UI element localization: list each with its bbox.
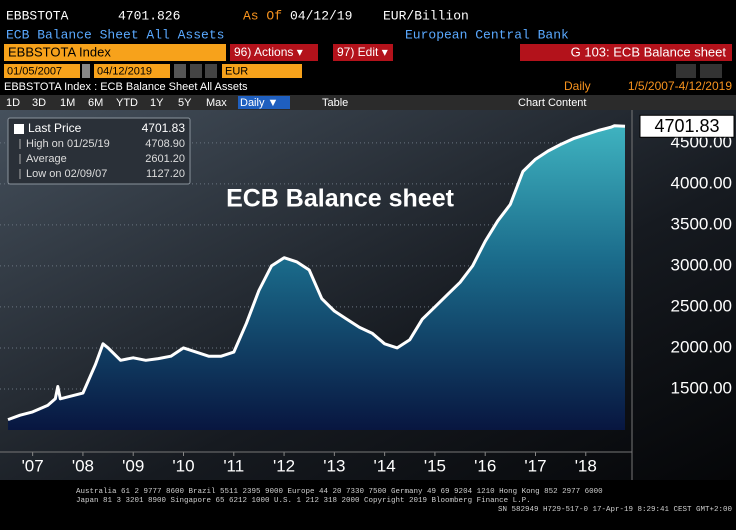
footer-line: Japan 81 3 3201 8900 Singapore 65 6212 1… [76,497,531,505]
line [7,124,626,422]
source: European Central Bank [405,27,569,42]
as-of-label: As Of [243,8,282,23]
tab[interactable]: 3D [32,97,46,109]
security[interactable]: EBBSTOTA Index [8,44,111,59]
tab[interactable]: Daily ▼ [240,97,278,109]
prev-button[interactable] [190,64,202,78]
stat-label: Average [26,153,67,165]
x-tick-label: '09 [122,456,144,475]
y-tick-label: 3500.00 [671,214,732,233]
as-of-date: 04/12/19 [290,8,352,23]
stat-label: Low on 02/09/07 [26,168,107,180]
annotation: ECB Balance sheet [226,185,455,213]
unit: EUR/Billion [383,8,469,23]
stat-label: High on 01/25/19 [26,138,110,150]
x-tick-label: '08 [72,456,94,475]
x-tick-label: '13 [323,456,345,475]
tab[interactable]: 5Y [178,97,192,109]
y-tick-label: 1500.00 [671,378,732,397]
tab[interactable]: 6M [88,97,103,109]
stat-label: Last Price [28,121,82,135]
page-title: G 103: ECB Balance sheet [571,44,727,59]
y-tick-label: 3000.00 [671,255,732,274]
area [8,125,625,430]
x-tick-label: '17 [524,456,546,475]
tab-highlight[interactable] [238,96,290,109]
y-tick-label: 2000.00 [671,337,732,356]
redo-button[interactable] [700,64,722,78]
y-tick-label: 4000.00 [671,173,732,192]
footer-line: SN 582949 H729-517-0 17-Apr-19 8:29:41 C… [498,506,733,514]
stats-box [7,117,191,185]
undo-button[interactable] [676,64,696,78]
x-tick-label: '11 [223,456,244,475]
currency-box[interactable] [222,64,302,78]
frequency: Daily [564,79,591,93]
last-price-label: 4701.83 [654,116,719,136]
security-line: EBBSTOTA Index : ECB Balance Sheet All A… [4,81,248,93]
stat-value: 1127.20 [146,168,185,180]
x-tick-label: '12 [273,456,295,475]
tab[interactable]: 1D [6,97,20,109]
actions-button[interactable] [230,44,318,61]
header-value: 4701.826 [118,8,180,23]
tab[interactable]: Table [322,97,348,109]
footer-line: Australia 61 2 9777 8600 Brazil 5511 239… [76,488,603,496]
actions-label[interactable]: 96) Actions ▾ [234,45,303,59]
start-date[interactable]: 01/05/2007 [7,65,62,77]
end-date[interactable]: 04/12/2019 [97,65,152,77]
x-tick-label: '15 [424,456,446,475]
calendar-icon[interactable] [82,64,90,78]
tab[interactable]: YTD [116,97,138,109]
description: ECB Balance Sheet All Assets [6,27,224,42]
tab[interactable]: 1M [60,97,75,109]
legend-swatch [14,124,24,134]
tab[interactable]: Max [206,97,227,109]
y-tick-label: 2500.00 [671,296,732,315]
date-range: 1/5/2007-4/12/2019 [628,79,732,93]
end-box[interactable] [94,64,170,78]
calendar-icon[interactable] [174,64,186,78]
tab[interactable]: Chart Content [518,97,586,109]
next-button[interactable] [205,64,217,78]
last-price-tag [639,114,735,138]
stat-value: 4708.90 [145,138,185,150]
currency[interactable]: EUR [225,65,248,77]
edit-label[interactable]: 97) Edit ▾ [337,45,388,59]
x-tick-label: '10 [172,456,194,475]
start-box[interactable] [4,64,80,78]
stat-value: 4701.83 [142,121,186,135]
x-tick-label: '18 [575,456,597,475]
x-tick-label: '14 [374,456,396,475]
page-box [520,44,732,61]
x-tick-label: '16 [474,456,496,475]
ticker: EBBSTOTA [6,8,69,23]
stat-value: 2601.20 [145,153,185,165]
edit-button[interactable] [333,44,393,61]
x-tick-label: '07 [22,456,44,475]
tab[interactable]: 1Y [150,97,164,109]
security-box[interactable] [4,44,226,61]
tab-bar [0,95,736,110]
